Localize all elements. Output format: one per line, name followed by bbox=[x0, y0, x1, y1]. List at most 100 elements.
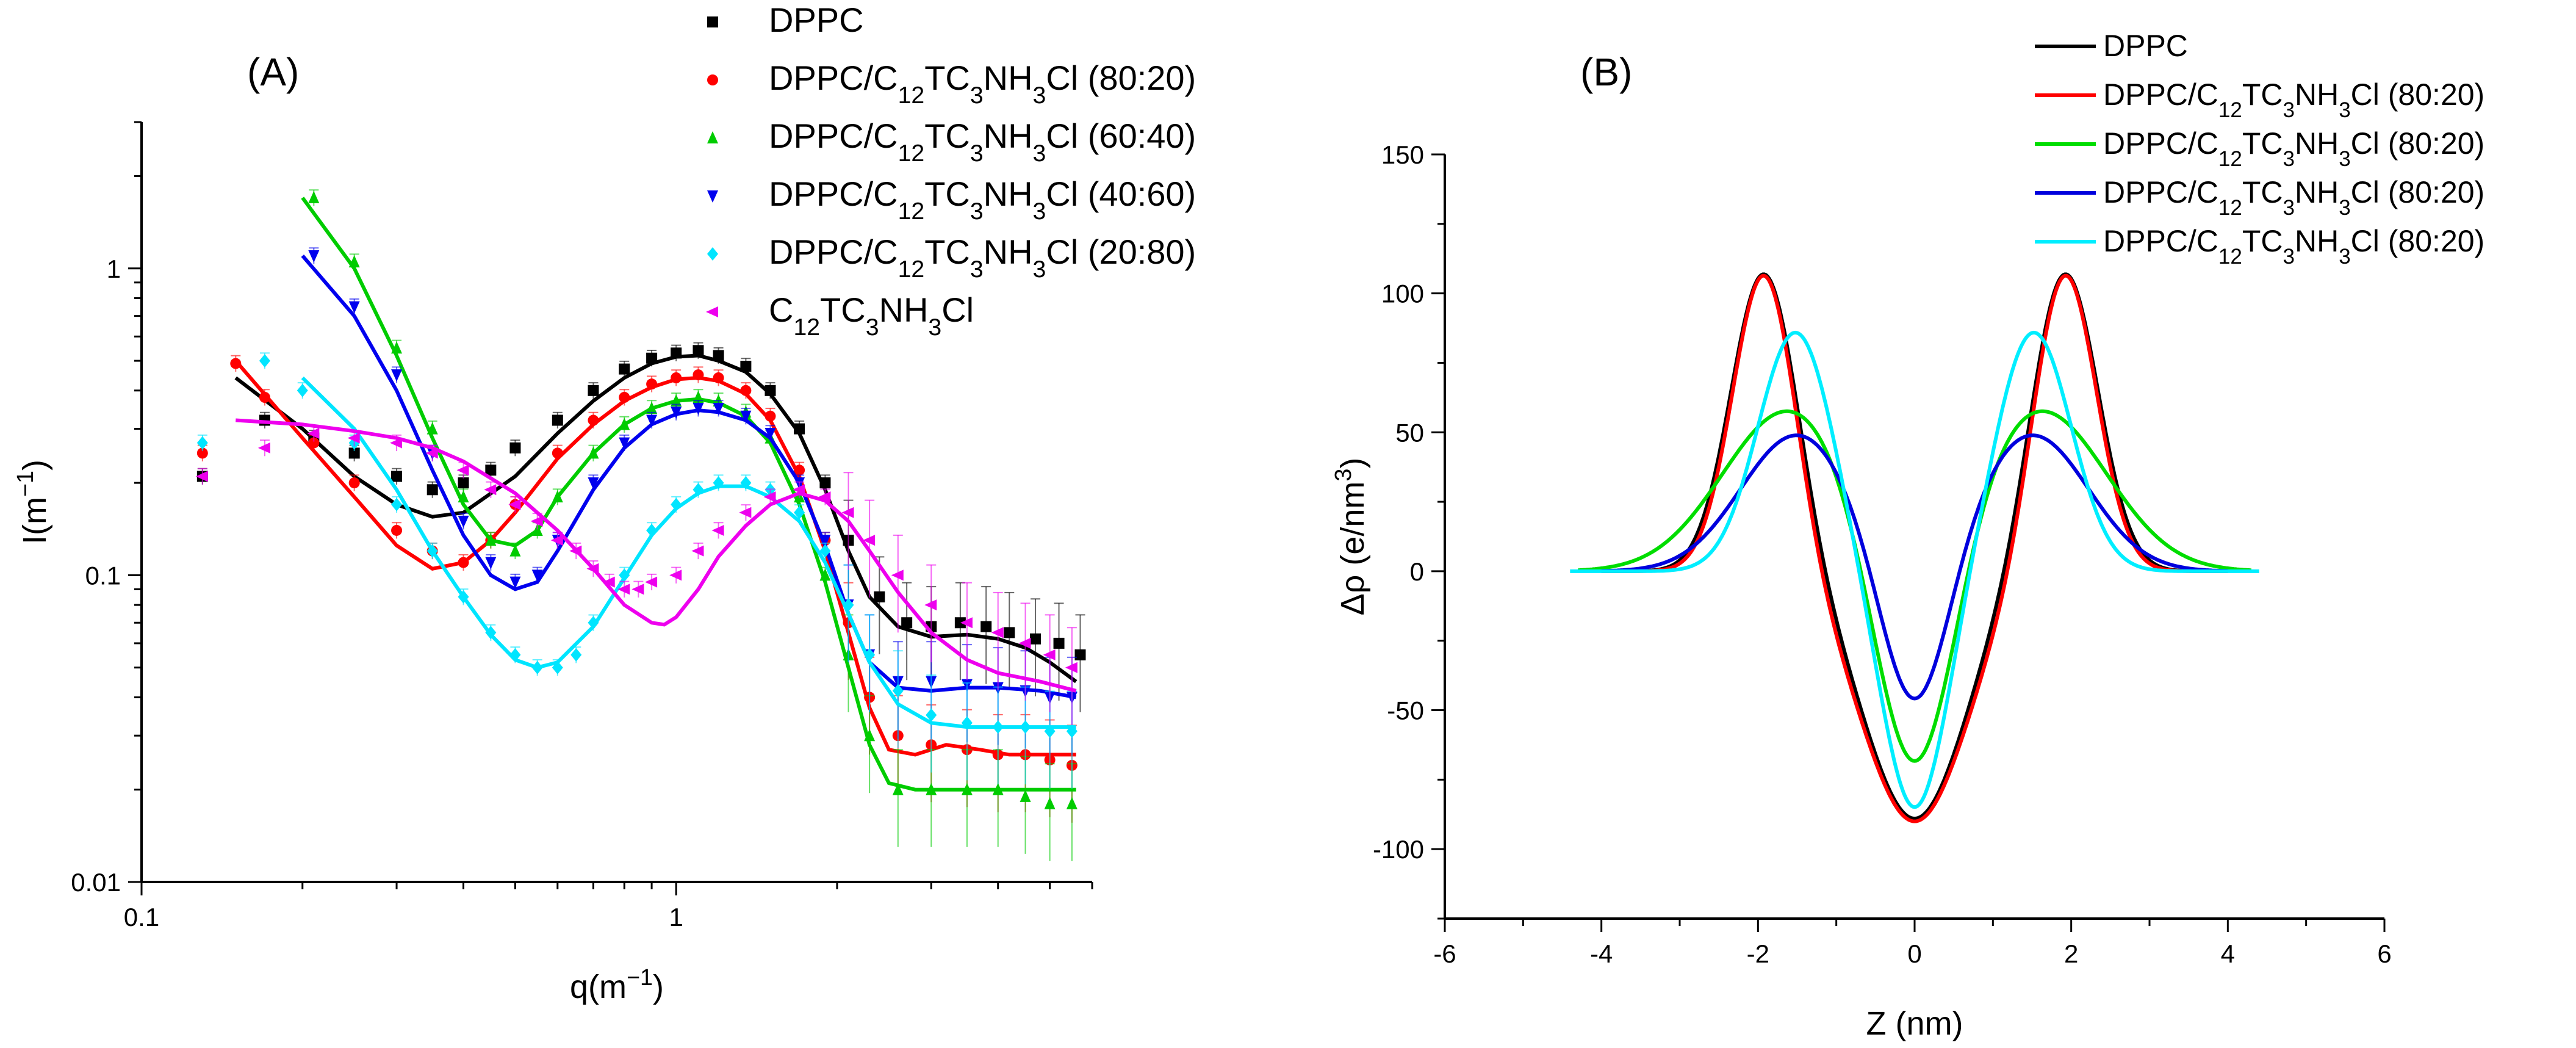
data-point bbox=[794, 505, 805, 519]
legend-label: DPPC/C12TC3NH3Cl (80:20) bbox=[2103, 224, 2484, 269]
data-point bbox=[1066, 797, 1078, 809]
data-point bbox=[1044, 797, 1056, 809]
panel-label: (B) bbox=[1580, 50, 1632, 94]
text-part: DPPC/C bbox=[2103, 224, 2218, 258]
text-part: 3 bbox=[928, 314, 941, 341]
data-point bbox=[509, 544, 521, 557]
text-part: 3 bbox=[2339, 147, 2350, 171]
x-tick-label: 1 bbox=[669, 903, 683, 931]
text-part: 12 bbox=[898, 140, 925, 167]
legend-label: DPPC/C12TC3NH3Cl (80:20) bbox=[2103, 126, 2484, 171]
y-tick-label: 50 bbox=[1395, 418, 1424, 447]
profile-line-0 bbox=[1601, 272, 2228, 821]
data-point bbox=[669, 569, 682, 581]
text-part: Cl (80:20) bbox=[2351, 126, 2485, 161]
text-part: NH bbox=[984, 233, 1033, 271]
fit-line bbox=[234, 360, 1076, 757]
data-point bbox=[602, 576, 615, 588]
legend-label: DPPC/C12TC3NH3Cl (40:60) bbox=[769, 175, 1196, 225]
data-point bbox=[348, 447, 360, 459]
text-part: NH bbox=[879, 291, 929, 329]
text-part: TC bbox=[2242, 78, 2283, 112]
fit-line bbox=[234, 353, 1078, 684]
x-tick-label: -6 bbox=[1433, 939, 1456, 968]
data-point bbox=[631, 584, 644, 595]
data-point bbox=[1020, 789, 1031, 802]
data-point bbox=[874, 591, 885, 602]
data-point bbox=[458, 477, 469, 489]
text-part: 3 bbox=[970, 256, 984, 283]
data-point bbox=[891, 569, 904, 581]
data-point bbox=[196, 447, 208, 459]
data-point bbox=[706, 306, 718, 317]
data-point bbox=[892, 684, 904, 698]
x-tick-label: 2 bbox=[2064, 939, 2078, 968]
y-tick-label: 0.01 bbox=[71, 868, 121, 897]
fit-line bbox=[236, 418, 1077, 693]
y-tick-label: 0 bbox=[1410, 557, 1424, 586]
text-part: 12 bbox=[898, 82, 925, 109]
data-point bbox=[391, 471, 403, 482]
text-part: NH bbox=[2295, 78, 2339, 112]
data-point bbox=[426, 484, 438, 496]
data-point bbox=[765, 427, 776, 440]
text-part: DPPC/C bbox=[769, 175, 898, 213]
text-part: 3 bbox=[2283, 245, 2295, 269]
text-part: NH bbox=[984, 117, 1033, 155]
text-part: Cl (40:60) bbox=[1046, 175, 1196, 213]
data-point bbox=[645, 576, 658, 588]
text-part: ) bbox=[16, 460, 53, 471]
text-part: C bbox=[769, 291, 793, 329]
text-part: Cl bbox=[941, 291, 974, 329]
fit-line bbox=[301, 197, 1076, 792]
text-part: DPPC bbox=[769, 1, 864, 39]
data-point bbox=[711, 524, 724, 536]
text-part: 3 bbox=[970, 82, 984, 109]
legend-label: DPPC bbox=[2103, 29, 2188, 63]
series-5 bbox=[195, 418, 1078, 725]
y-tick-label: 150 bbox=[1381, 140, 1424, 169]
profile-line-2 bbox=[1578, 409, 2251, 763]
data-point bbox=[508, 499, 521, 510]
data-point bbox=[924, 599, 937, 611]
series-0 bbox=[196, 342, 1086, 712]
x-tick-label: 0 bbox=[1907, 939, 1921, 968]
x-tick-label: 0.1 bbox=[124, 903, 159, 931]
text-part: −1 bbox=[13, 471, 38, 497]
data-point bbox=[617, 584, 630, 595]
data-point bbox=[257, 442, 270, 454]
text-part: 3 bbox=[2339, 98, 2350, 122]
text-part: DPPC/C bbox=[2103, 175, 2218, 209]
text-part: DPPC/C bbox=[769, 59, 898, 97]
y-tick-label: -50 bbox=[1387, 696, 1424, 725]
data-point bbox=[693, 345, 704, 356]
data-point bbox=[348, 477, 360, 489]
text-part: 12 bbox=[2218, 245, 2242, 269]
profile-line-1 bbox=[1601, 273, 2228, 823]
x-tick-label: 6 bbox=[2377, 939, 2391, 968]
text-part: 12 bbox=[2218, 147, 2242, 171]
data-point bbox=[818, 491, 831, 503]
data-point bbox=[646, 414, 658, 427]
text-part: Cl (20:80) bbox=[1046, 233, 1196, 271]
fit-line bbox=[301, 255, 1077, 699]
legend-label: DPPC/C12TC3NH3Cl (80:20) bbox=[2103, 175, 2484, 220]
text-part: 3 bbox=[1033, 82, 1046, 109]
data-point bbox=[980, 621, 992, 632]
text-part: Cl (80:20) bbox=[1046, 59, 1196, 97]
data-point bbox=[531, 569, 543, 582]
text-part: TC bbox=[2242, 175, 2283, 209]
text-part: TC bbox=[820, 291, 866, 329]
data-point bbox=[960, 617, 973, 629]
text-part: NH bbox=[2295, 126, 2339, 161]
data-point bbox=[740, 410, 752, 423]
data-point bbox=[954, 617, 966, 629]
text-part: DPPC/C bbox=[769, 117, 898, 155]
text-part: 3 bbox=[970, 140, 984, 167]
text-part: 3 bbox=[1331, 469, 1356, 482]
text-part: Cl (80:20) bbox=[2351, 78, 2485, 112]
data-point bbox=[892, 782, 904, 795]
data-point bbox=[707, 190, 718, 203]
data-point bbox=[391, 524, 403, 536]
text-part: NH bbox=[2295, 175, 2339, 209]
